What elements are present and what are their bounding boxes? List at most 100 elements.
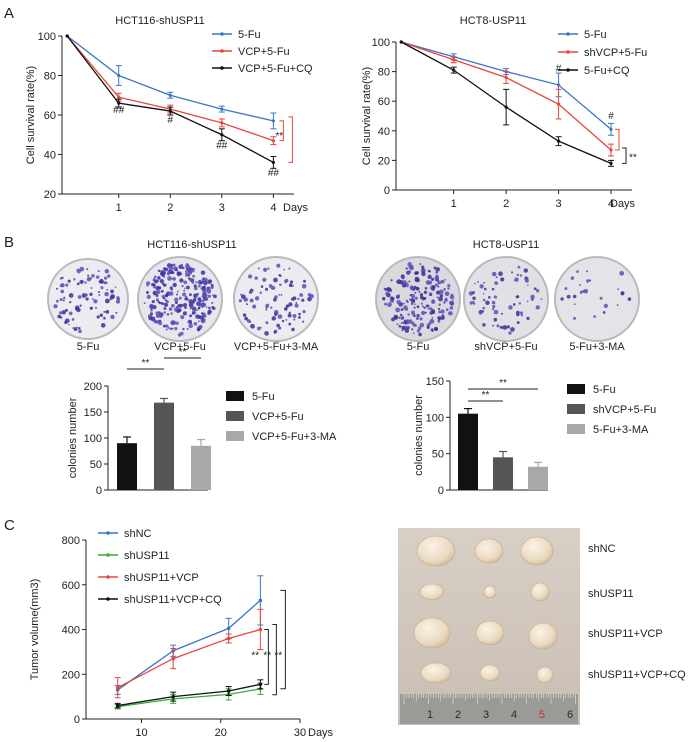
- colony: [445, 308, 449, 312]
- colony: [277, 314, 283, 319]
- culture-dish: [554, 256, 640, 342]
- colony: [107, 274, 111, 278]
- colony: [413, 306, 416, 309]
- legend-marker: [220, 66, 224, 70]
- colony: [434, 327, 438, 331]
- colony: [59, 284, 63, 287]
- colony: [416, 317, 419, 320]
- chart-a-left: 20 40 60 80 100 1 2 3 4 Days Cell survival rate(%)…: [25, 15, 313, 214]
- colony: [619, 270, 625, 276]
- colony: [100, 286, 104, 290]
- colony: [429, 318, 435, 324]
- dish-label-right-1: 5-Fu: [407, 341, 430, 353]
- colony: [192, 274, 195, 278]
- colony: [201, 285, 206, 291]
- x-tick-label: 20: [215, 727, 227, 739]
- colony: [71, 317, 75, 321]
- colony: [199, 315, 205, 320]
- colony: [438, 310, 442, 314]
- y-tick-label: 0: [384, 185, 390, 197]
- colony: [411, 328, 414, 331]
- y-tick-label: 40: [378, 126, 390, 138]
- colony: [241, 294, 246, 300]
- colony: [423, 306, 426, 309]
- data-point: [271, 160, 275, 164]
- colony: [512, 303, 516, 306]
- significance-label: **: [142, 358, 150, 369]
- colony: [409, 285, 415, 290]
- colony: [502, 325, 508, 330]
- colony: [103, 316, 106, 320]
- legend-marker: [566, 50, 570, 54]
- colony: [171, 303, 175, 308]
- colony: [163, 307, 167, 311]
- colony: [422, 305, 425, 308]
- colony: [189, 307, 192, 310]
- dish-label-right-2: shVCP+5-Fu: [474, 341, 537, 353]
- colony: [268, 284, 273, 288]
- colony: [89, 306, 93, 310]
- legend-entry: shVCP+5-Fu: [584, 47, 647, 59]
- colony: [496, 324, 500, 328]
- colony: [437, 307, 441, 310]
- tumor-shUSP11+VCP-1: [413, 617, 451, 649]
- colony: [443, 301, 446, 304]
- colony: [288, 311, 291, 314]
- colony: [80, 280, 84, 284]
- colony: [270, 287, 273, 290]
- colony: [586, 270, 589, 273]
- tumor-shUSP11+VCP-2: [475, 620, 505, 646]
- colony: [602, 311, 606, 314]
- legend-entry: 5-Fu+3-MA: [593, 424, 649, 436]
- colony: [498, 271, 503, 277]
- colony: [193, 293, 198, 298]
- colony: [103, 276, 108, 280]
- legend-marker: [220, 32, 224, 36]
- colony: [146, 290, 149, 294]
- colony: [495, 276, 498, 279]
- colony: [408, 319, 413, 324]
- colony: [90, 277, 93, 280]
- colony: [274, 295, 278, 299]
- colony: [164, 299, 168, 302]
- significance-bracket: [264, 629, 269, 685]
- colony: [177, 333, 182, 337]
- significance-bracket: [622, 147, 627, 164]
- colony: [440, 279, 445, 284]
- colony: [98, 280, 102, 284]
- colony: [185, 297, 189, 301]
- colony: [431, 277, 435, 281]
- annotation: ##: [113, 105, 125, 116]
- colony: [156, 289, 161, 294]
- colony: [427, 307, 430, 310]
- colony: [276, 323, 280, 328]
- y-tick-label: 60: [44, 110, 56, 122]
- colony: [207, 294, 212, 298]
- colony: [242, 313, 247, 317]
- colony: [256, 326, 261, 331]
- colony: [436, 279, 439, 282]
- colony: [414, 296, 418, 300]
- colony: [186, 328, 189, 330]
- colony: [491, 287, 495, 291]
- colony: [516, 273, 519, 277]
- annotation: ##: [268, 168, 280, 179]
- colony: [207, 309, 212, 314]
- bar-VCP+5-Fu: [154, 402, 174, 490]
- legend-marker: [106, 553, 110, 557]
- colony: [436, 290, 441, 295]
- colony: [175, 321, 179, 325]
- colony: [96, 275, 100, 279]
- data-point: [115, 685, 120, 690]
- data-point: [258, 598, 263, 603]
- colony: [77, 295, 82, 299]
- colony: [518, 302, 522, 305]
- data-point: [117, 95, 121, 99]
- colony: [84, 293, 88, 297]
- ruler-number: 4: [511, 709, 517, 721]
- colony: [493, 309, 499, 315]
- data-point: [226, 689, 231, 693]
- colony: [273, 330, 277, 334]
- colony: [444, 278, 447, 281]
